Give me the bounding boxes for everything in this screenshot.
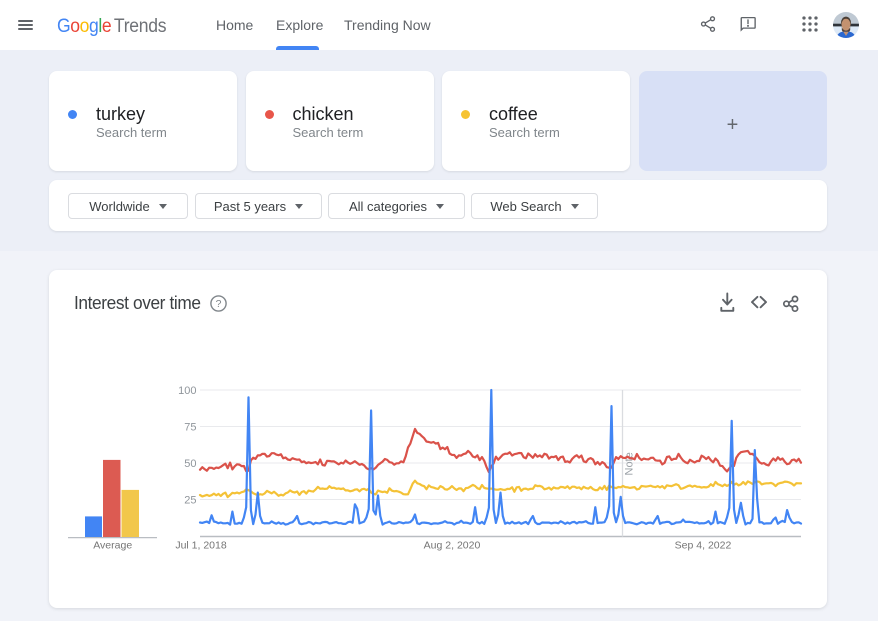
- svg-text:25: 25: [184, 495, 196, 507]
- svg-text:100: 100: [178, 385, 196, 397]
- svg-text:Sep 4, 2022: Sep 4, 2022: [675, 540, 732, 552]
- svg-text:Note: Note: [624, 452, 636, 475]
- svg-text:Jul 1, 2018: Jul 1, 2018: [175, 540, 227, 552]
- svg-text:Average: Average: [93, 540, 132, 552]
- svg-text:50: 50: [184, 458, 196, 470]
- svg-text:?: ?: [215, 298, 221, 310]
- svg-text:Aug 2, 2020: Aug 2, 2020: [424, 540, 481, 552]
- svg-text:75: 75: [184, 422, 196, 434]
